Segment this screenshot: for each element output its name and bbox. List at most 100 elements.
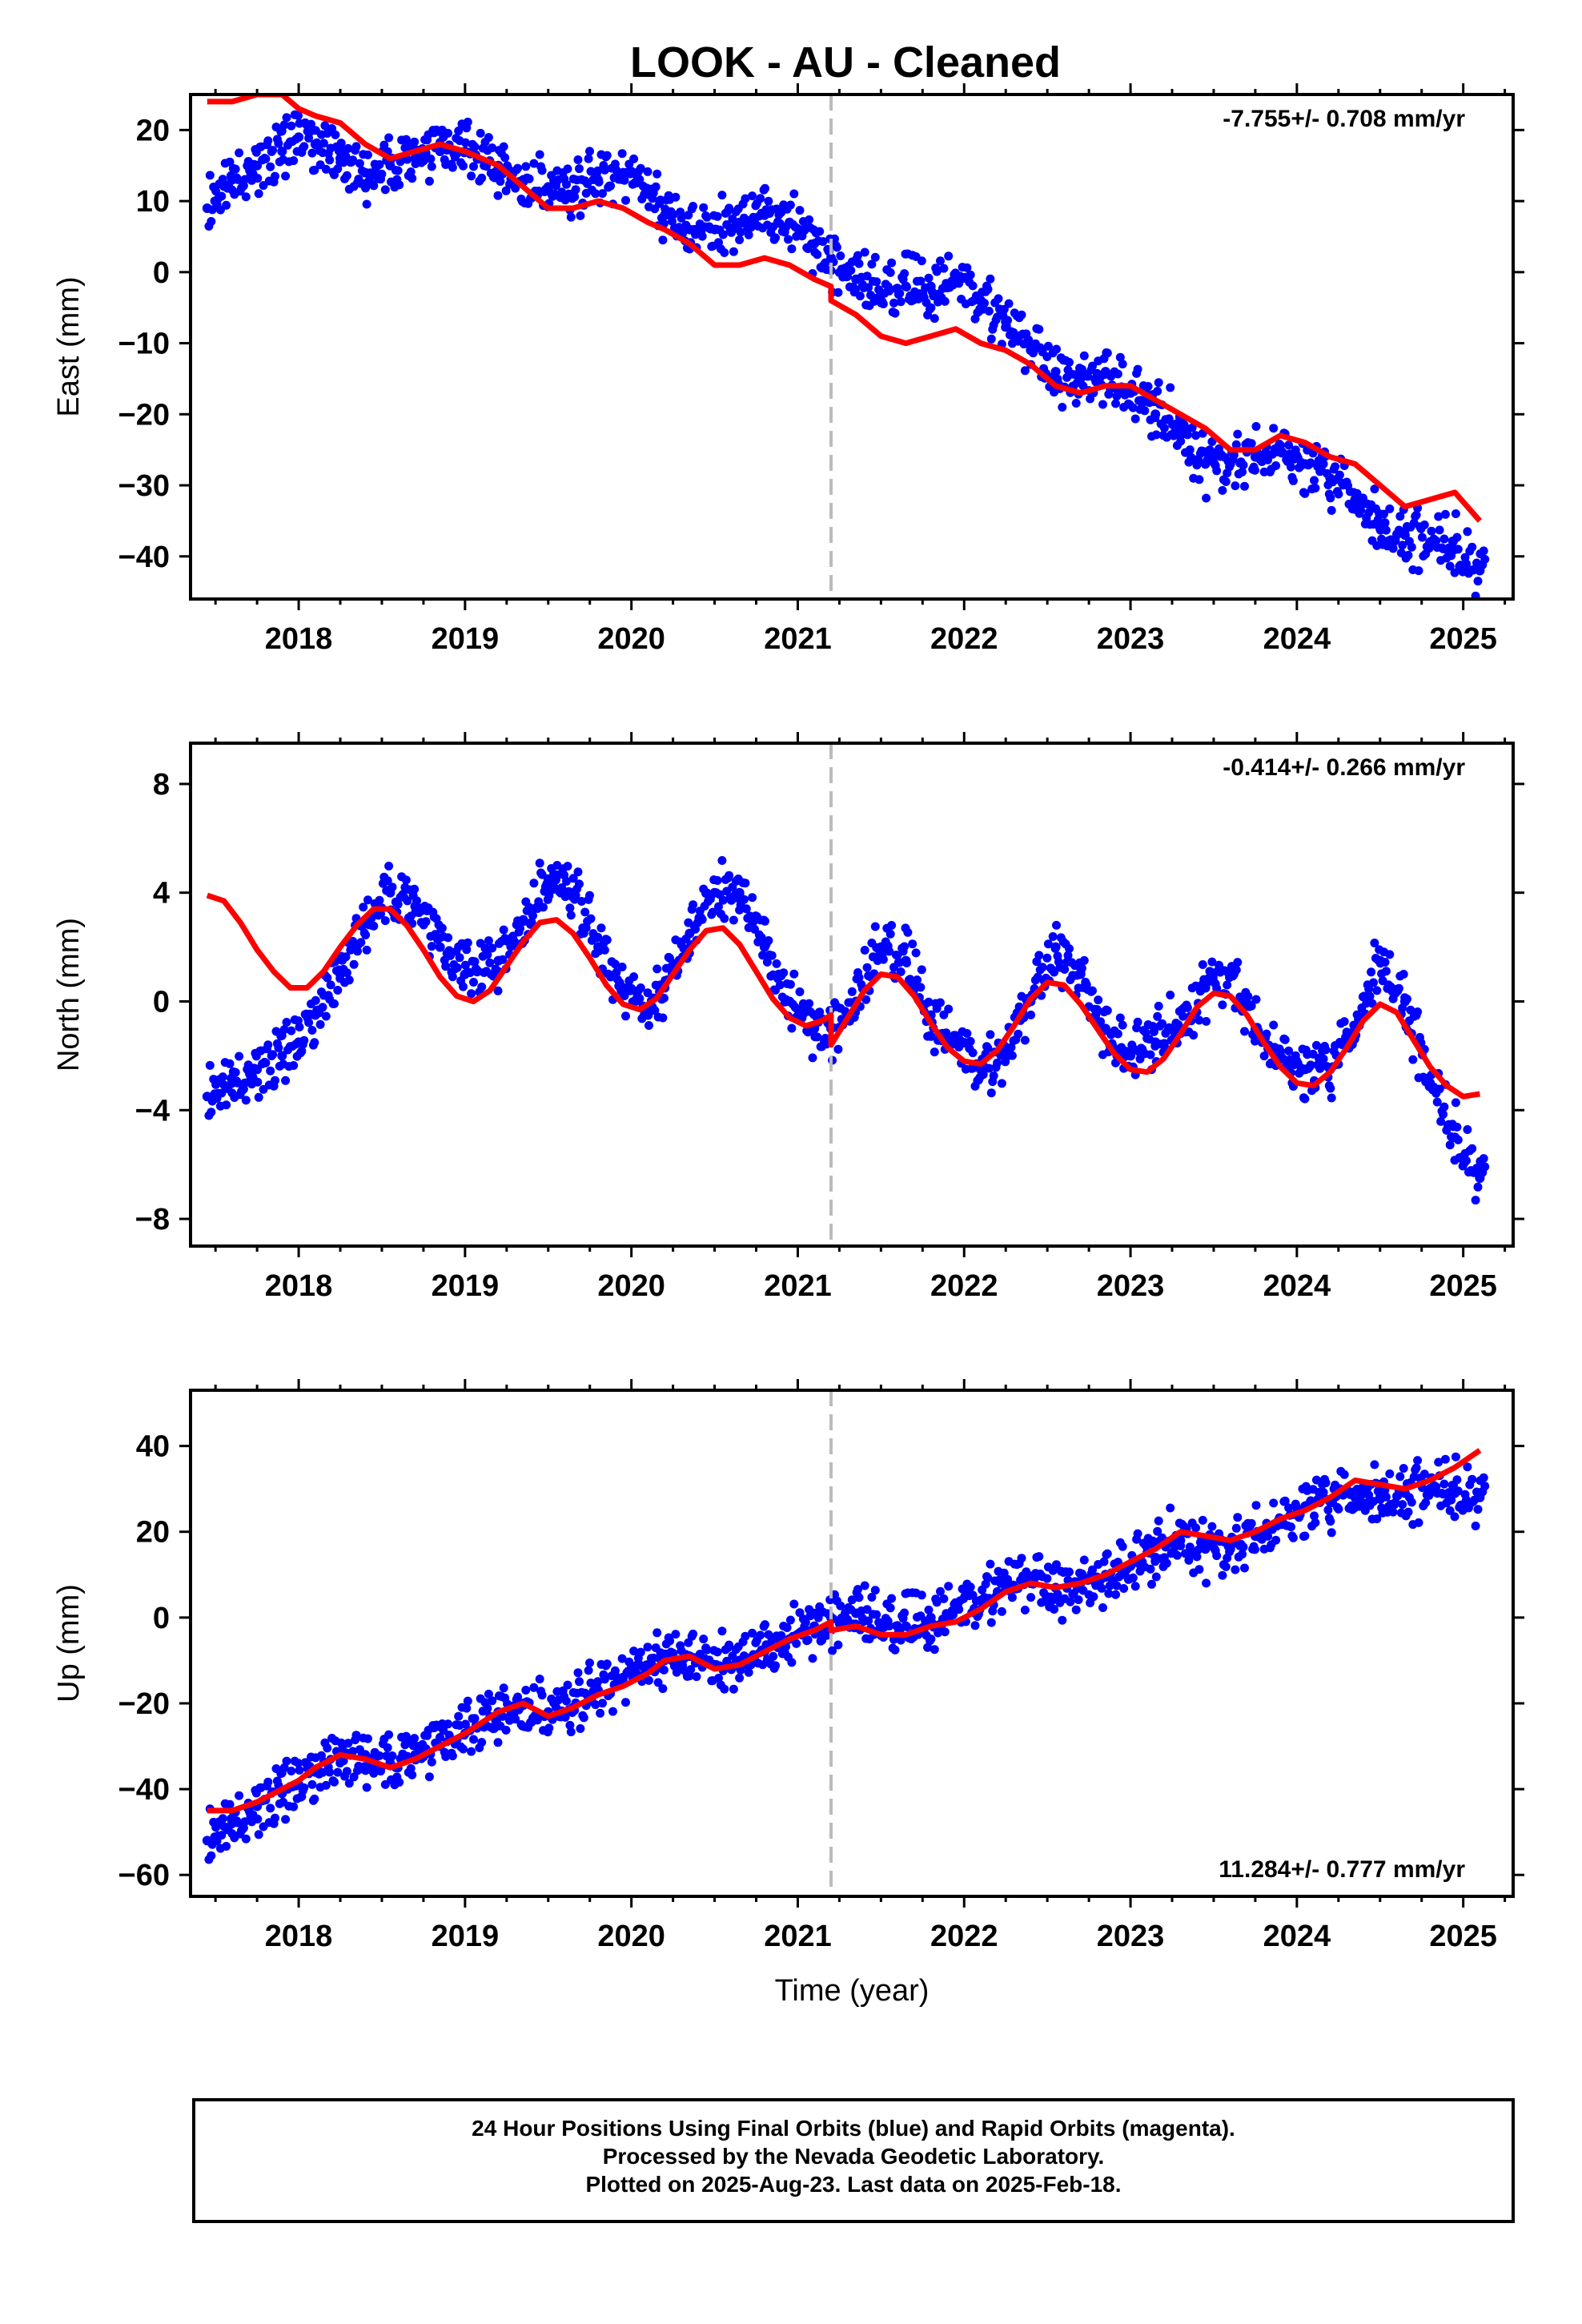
east-cloud-point	[331, 130, 340, 139]
east-cloud-point	[1221, 477, 1231, 486]
east-cloud-point	[853, 251, 862, 260]
up-cloud-point	[469, 1735, 478, 1744]
east-cloud-point	[1182, 430, 1192, 440]
up-cloud-point	[847, 1595, 857, 1605]
up-cloud-point	[689, 1629, 698, 1638]
east-cloud-point	[379, 140, 389, 150]
east-cloud-point	[1088, 361, 1097, 371]
north-cloud-point	[333, 986, 343, 995]
north-cloud-point	[815, 1007, 825, 1017]
north-xtick-label: 2024	[1263, 1269, 1331, 1303]
up-cloud-point	[1327, 1528, 1336, 1538]
north-cloud-point	[304, 1018, 314, 1027]
east-data-points	[202, 132, 1485, 576]
up-cloud-point	[343, 1739, 353, 1748]
east-data-point	[1475, 565, 1485, 576]
up-cloud-point	[307, 1779, 317, 1789]
up-cloud-point	[444, 1719, 453, 1729]
up-xtick-label: 2018	[265, 1920, 333, 1953]
up-ytick-label: −60	[118, 1859, 170, 1892]
east-cloud-point	[932, 267, 942, 276]
up-data-point	[1001, 1578, 1011, 1588]
north-cloud-point	[887, 921, 897, 930]
up-cloud-point	[926, 1634, 936, 1644]
north-cloud-point	[580, 907, 590, 917]
up-ytick-label: −20	[118, 1687, 170, 1721]
north-data-point	[1300, 1064, 1311, 1075]
north-cloud-point	[1432, 1097, 1442, 1107]
east-data-point	[1126, 388, 1136, 398]
east-cloud-point	[307, 119, 315, 129]
up-cloud-point	[544, 1723, 554, 1733]
north-cloud-point	[762, 957, 772, 967]
up-cloud-point	[870, 1586, 880, 1595]
east-data-point	[950, 274, 961, 284]
east-cloud-point	[476, 128, 485, 138]
up-cloud-point	[1468, 1474, 1477, 1484]
north-cloud-point	[612, 967, 621, 977]
east-cloud-point	[924, 273, 934, 283]
north-cloud-point	[870, 922, 880, 931]
east-cloud-point	[668, 216, 677, 226]
east-cloud-point	[444, 128, 453, 138]
north-cloud-point	[380, 916, 390, 926]
north-cloud-point	[271, 1076, 279, 1085]
east-cloud-point	[1104, 389, 1114, 399]
up-cloud-point	[1452, 1475, 1462, 1485]
up-ytick-label: 40	[136, 1430, 170, 1464]
up-cloud-point	[1445, 1506, 1455, 1515]
east-cloud-point	[1331, 462, 1340, 472]
north-cloud-point	[253, 1077, 263, 1087]
up-cloud-point	[653, 1678, 663, 1687]
up-cloud-point	[986, 1559, 995, 1569]
up-cloud-point	[854, 1593, 864, 1602]
up-cloud-point	[1403, 1507, 1413, 1517]
east-cloud-point	[241, 192, 251, 202]
north-cloud-point	[997, 1079, 1006, 1088]
east-cloud-point	[319, 139, 328, 148]
north-data-point	[1075, 969, 1086, 979]
up-cloud-point	[1191, 1523, 1201, 1533]
north-cloud-point	[363, 895, 372, 905]
north-cloud-point	[315, 1019, 325, 1029]
east-cloud-point	[266, 162, 275, 171]
up-cloud-point	[1479, 1473, 1488, 1482]
east-data-point	[1225, 459, 1235, 469]
north-data-point	[493, 955, 504, 966]
north-cloud-point	[1319, 1054, 1328, 1063]
east-cloud-point	[1133, 364, 1142, 374]
north-cloud-point	[1060, 965, 1070, 974]
north-cloud-point	[1236, 994, 1246, 1003]
north-ytick-label: 4	[153, 877, 170, 911]
east-cloud-point	[1462, 559, 1471, 569]
east-cloud-point	[1251, 422, 1261, 431]
east-cloud-point	[362, 199, 371, 209]
up-data-point	[227, 1818, 237, 1828]
east-cloud-point	[764, 196, 773, 206]
up-frame	[189, 1389, 1515, 1898]
north-cloud-point	[369, 921, 379, 931]
north-cloud-point	[903, 927, 913, 937]
up-cloud-point	[1098, 1603, 1107, 1612]
east-cloud-point	[1300, 489, 1310, 498]
north-cloud-point	[1202, 1016, 1211, 1026]
north-cloud-point	[1473, 1182, 1483, 1192]
up-rate-label: 11.284+/- 0.777 mm/yr	[1219, 1856, 1465, 1883]
up-cloud-point	[1088, 1565, 1097, 1574]
east-cloud-point	[395, 180, 404, 190]
up-cloud-point	[1319, 1488, 1328, 1497]
east-cloud-point	[627, 167, 636, 176]
up-xtick-label: 2022	[930, 1920, 998, 1953]
east-cloud-point	[833, 287, 843, 297]
east-cloud-point	[962, 263, 972, 272]
east-cloud-point	[1463, 527, 1472, 537]
east-data-point	[294, 132, 304, 143]
east-cloud-point	[870, 252, 880, 262]
east-cloud-point	[426, 154, 436, 163]
north-cloud-point	[758, 951, 768, 960]
east-cloud-point	[602, 151, 612, 160]
east-cloud-point	[1395, 512, 1405, 521]
north-cloud-point	[557, 883, 567, 892]
up-cloud-point	[1280, 1496, 1290, 1506]
east-cloud-point	[862, 271, 872, 281]
